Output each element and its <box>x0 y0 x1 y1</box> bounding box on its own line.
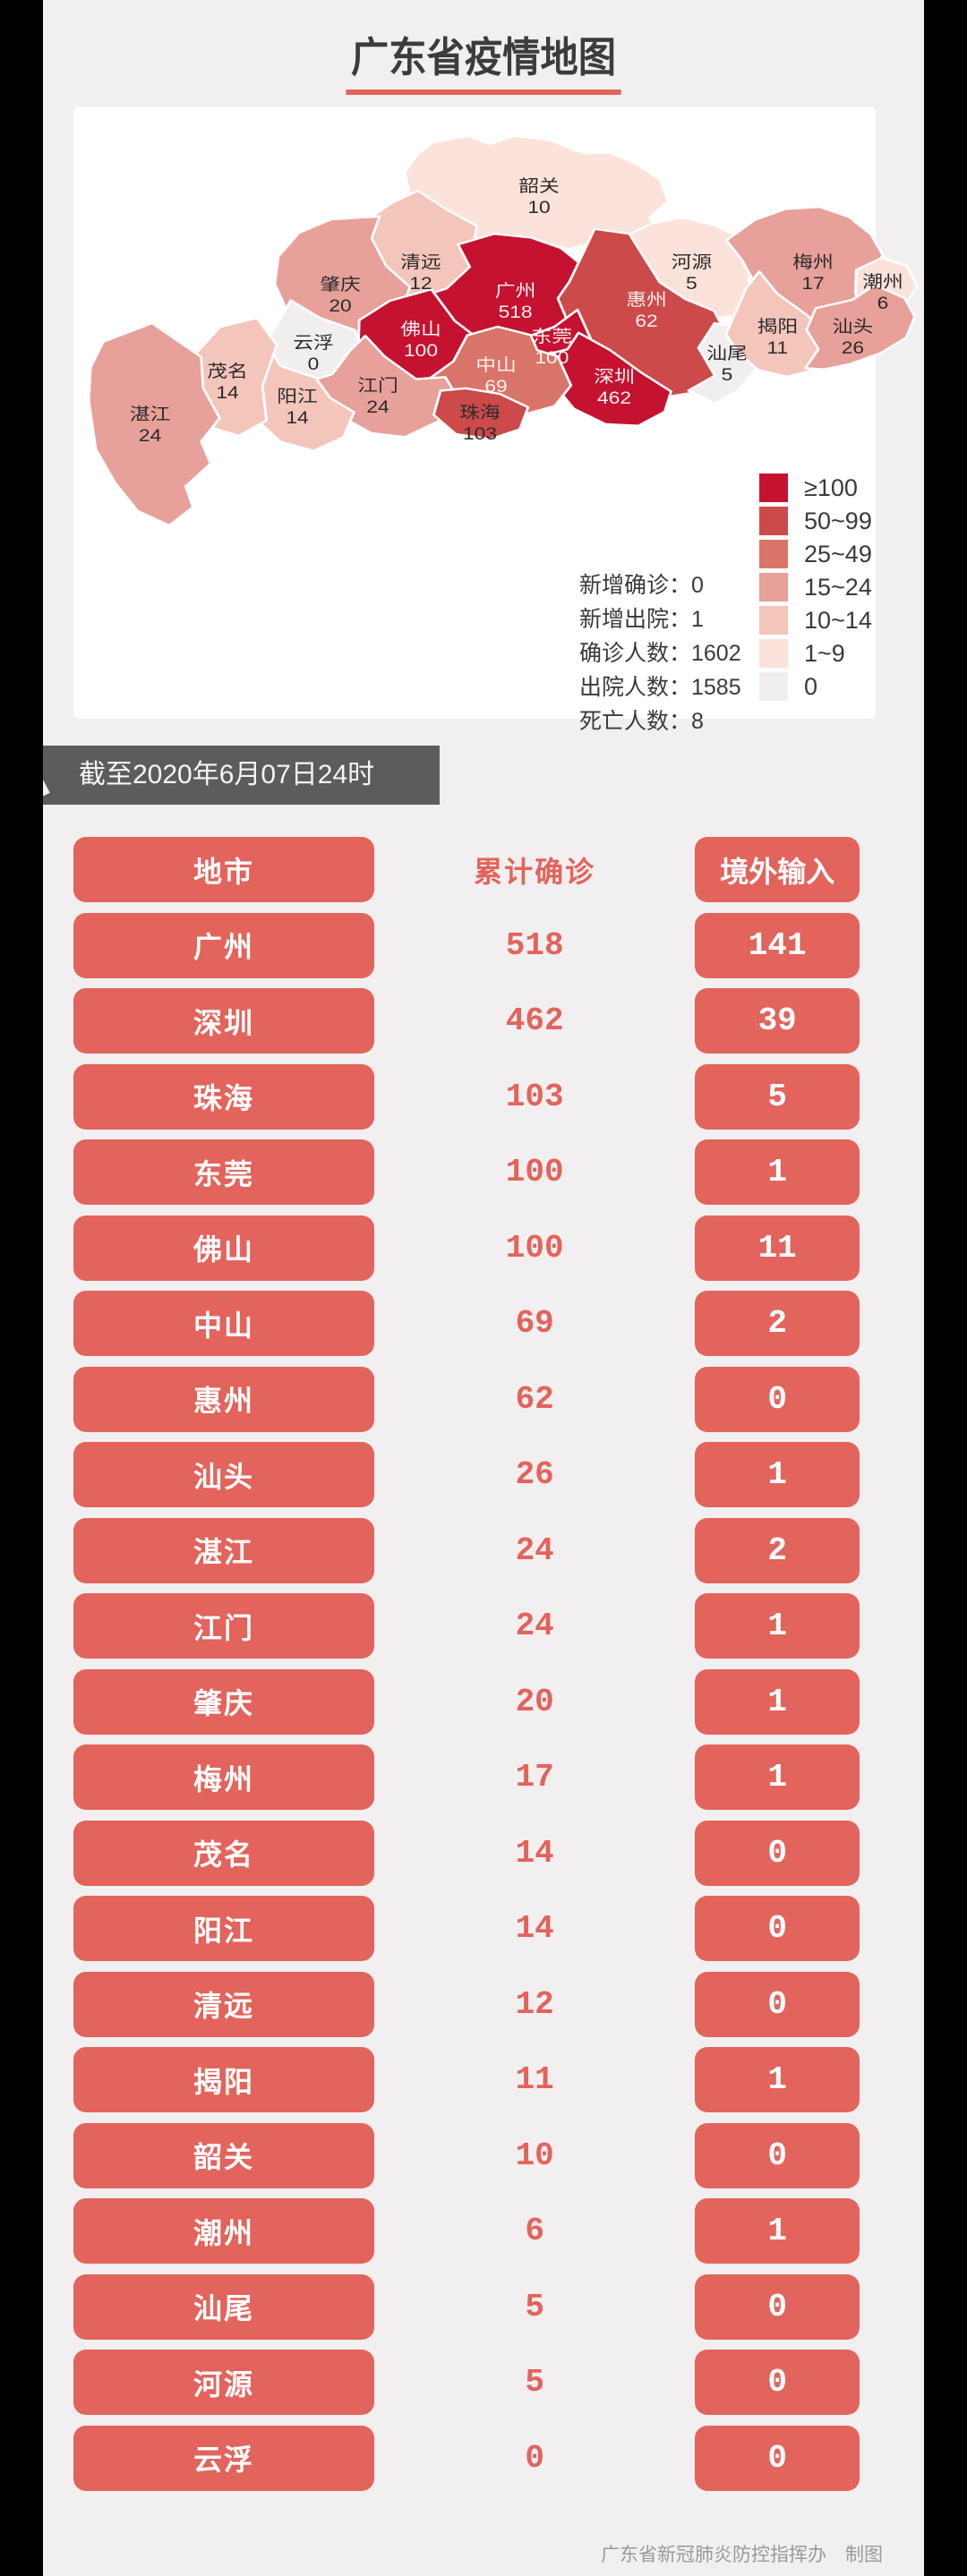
svg-text:100: 100 <box>404 342 438 361</box>
svg-text:韶关: 韶关 <box>518 177 560 196</box>
svg-text:潮州: 潮州 <box>862 273 903 292</box>
svg-text:阳江: 阳江 <box>277 388 318 406</box>
svg-text:惠州: 惠州 <box>626 291 667 310</box>
svg-text:103: 103 <box>463 425 497 444</box>
svg-text:17: 17 <box>801 275 824 294</box>
svg-text:20: 20 <box>329 297 351 316</box>
svg-text:中山: 中山 <box>475 356 517 375</box>
svg-text:62: 62 <box>635 312 657 331</box>
svg-text:10: 10 <box>527 199 550 218</box>
svg-text:梅州: 梅州 <box>792 253 834 272</box>
svg-text:24: 24 <box>366 398 389 417</box>
svg-text:518: 518 <box>499 303 533 322</box>
svg-text:湛江: 湛江 <box>130 405 171 424</box>
svg-text:汕尾: 汕尾 <box>706 345 748 363</box>
svg-text:26: 26 <box>842 339 864 358</box>
svg-text:广州: 广州 <box>495 282 536 301</box>
svg-text:河源: 河源 <box>672 253 713 272</box>
svg-text:14: 14 <box>286 409 309 428</box>
svg-text:江门: 江门 <box>357 377 398 396</box>
svg-text:0: 0 <box>308 355 320 374</box>
svg-text:11: 11 <box>767 339 789 358</box>
svg-text:揭阳: 揭阳 <box>757 318 799 337</box>
svg-text:深圳: 深圳 <box>594 368 635 387</box>
svg-text:5: 5 <box>722 366 733 385</box>
svg-text:6: 6 <box>877 294 889 313</box>
svg-text:佛山: 佛山 <box>400 320 441 339</box>
svg-text:14: 14 <box>216 384 239 403</box>
svg-text:珠海: 珠海 <box>459 404 501 422</box>
svg-text:69: 69 <box>484 378 507 397</box>
svg-text:清远: 清远 <box>400 253 441 272</box>
svg-text:12: 12 <box>409 275 432 294</box>
svg-text:462: 462 <box>597 389 631 408</box>
svg-text:茂名: 茂名 <box>207 363 248 381</box>
svg-text:汕头: 汕头 <box>833 318 874 337</box>
svg-text:100: 100 <box>535 349 569 368</box>
svg-text:24: 24 <box>139 427 162 446</box>
svg-text:5: 5 <box>686 275 697 294</box>
svg-text:肇庆: 肇庆 <box>320 276 361 294</box>
svg-text:东莞: 东莞 <box>532 328 573 346</box>
svg-text:云浮: 云浮 <box>293 334 334 353</box>
